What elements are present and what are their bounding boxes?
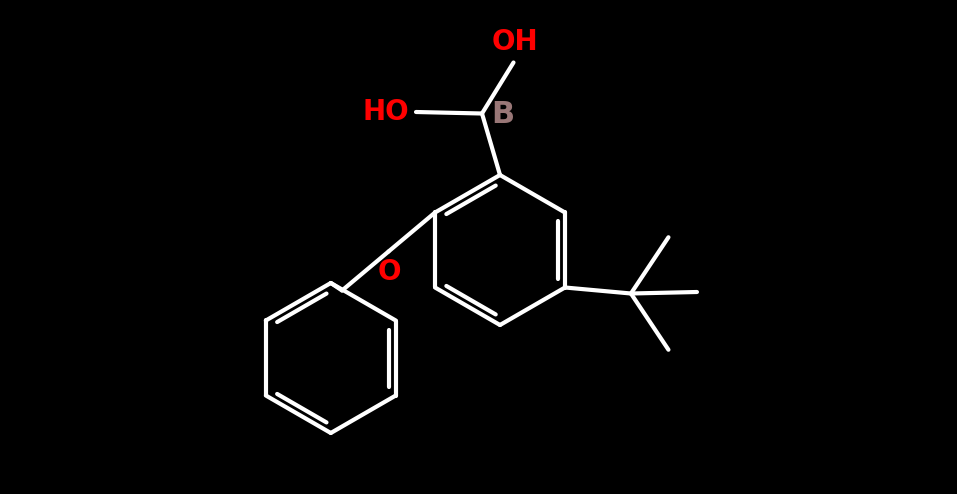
- Text: O: O: [378, 258, 401, 287]
- Text: OH: OH: [491, 28, 538, 55]
- Text: B: B: [491, 100, 514, 129]
- Text: HO: HO: [363, 98, 409, 126]
